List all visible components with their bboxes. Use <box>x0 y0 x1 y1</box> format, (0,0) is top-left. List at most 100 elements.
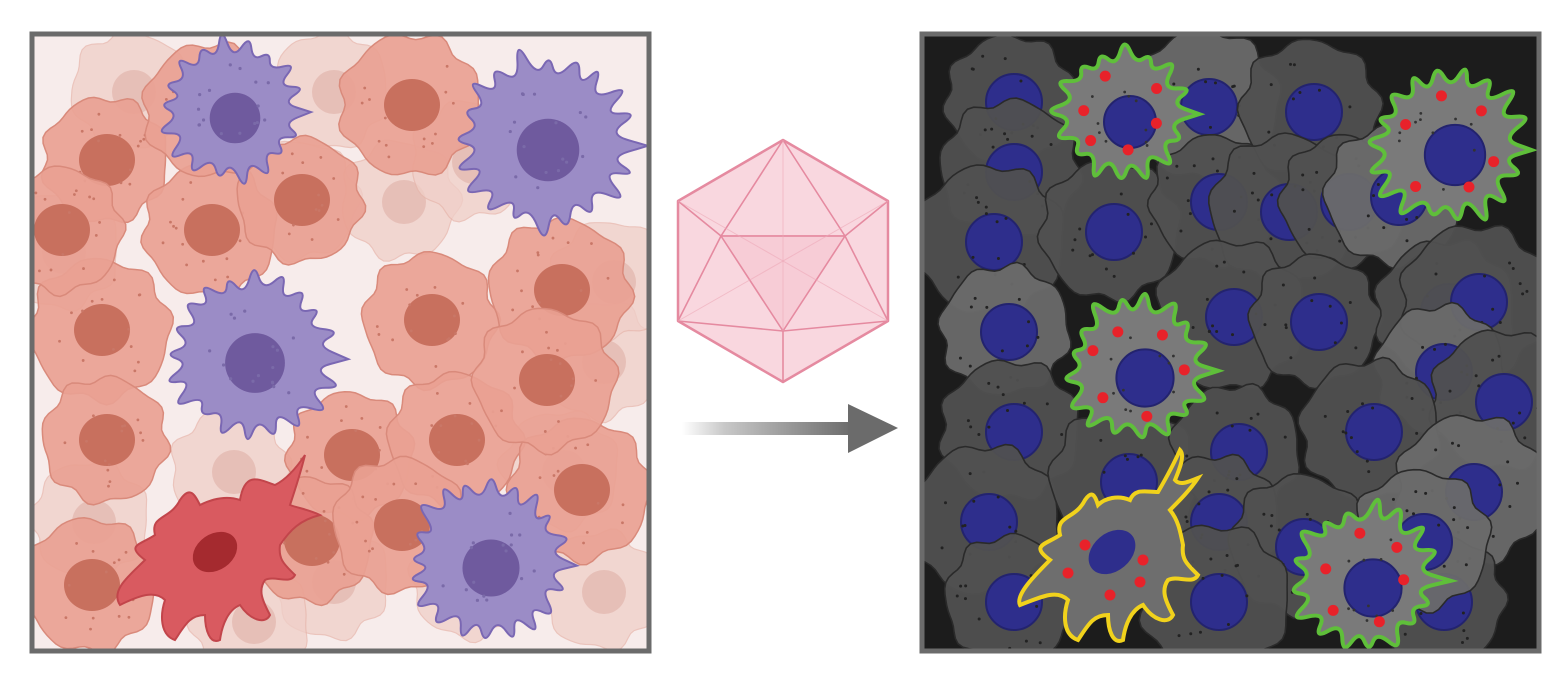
granule <box>136 144 140 148</box>
granule <box>67 211 71 214</box>
granule <box>1466 526 1470 530</box>
granule <box>1431 131 1435 135</box>
viral-particle <box>1099 70 1111 82</box>
granule <box>508 511 512 515</box>
granule <box>1167 361 1171 365</box>
granule <box>520 289 523 293</box>
granule <box>1328 304 1332 308</box>
granule <box>100 298 104 301</box>
granule <box>378 426 382 429</box>
granule <box>531 305 534 309</box>
granule <box>340 419 343 423</box>
granule <box>501 543 505 547</box>
granule <box>545 330 548 334</box>
nucleus <box>384 79 440 131</box>
granule <box>558 362 562 365</box>
granule <box>1112 391 1115 395</box>
granule <box>104 570 108 574</box>
granule <box>117 614 121 618</box>
tissue-cell <box>32 165 127 298</box>
granule <box>1192 164 1196 168</box>
transduced-immune-cell <box>1291 497 1459 650</box>
granule <box>1511 421 1515 425</box>
granule <box>472 580 476 584</box>
granule <box>251 379 255 383</box>
granule <box>364 539 367 543</box>
granule <box>354 429 358 433</box>
viral-particle <box>1122 144 1134 156</box>
nucleus <box>429 414 485 466</box>
granule <box>475 598 480 602</box>
granule <box>90 299 94 303</box>
immune-cell <box>457 48 649 237</box>
granule <box>1367 604 1370 608</box>
nucleus <box>225 333 285 393</box>
viral-particle <box>1354 527 1366 539</box>
granule <box>1483 274 1487 278</box>
granule <box>1172 354 1175 358</box>
granule <box>290 152 294 156</box>
granule <box>174 226 178 230</box>
granule <box>1382 226 1386 230</box>
granule <box>437 450 441 454</box>
granule <box>451 101 455 105</box>
granule <box>124 550 128 554</box>
granule <box>518 533 522 537</box>
granule <box>1091 253 1095 257</box>
granule <box>384 143 388 147</box>
granule <box>371 547 374 551</box>
granule <box>1415 431 1419 435</box>
granule <box>375 325 379 328</box>
granule <box>136 418 140 422</box>
granule <box>238 239 242 243</box>
granule <box>477 438 481 442</box>
granule <box>504 549 508 553</box>
viral-particle <box>1137 554 1149 566</box>
immune-cell <box>168 269 352 441</box>
granule <box>1125 457 1129 461</box>
granule <box>67 583 71 587</box>
granule <box>80 129 84 133</box>
granule <box>1411 512 1415 516</box>
granule <box>1127 94 1131 98</box>
granule <box>1102 470 1106 474</box>
granule <box>81 309 84 313</box>
granule <box>559 394 563 398</box>
granule <box>1349 436 1353 440</box>
granule <box>590 242 593 245</box>
granule <box>963 597 967 601</box>
granule <box>322 509 326 513</box>
viral-particle <box>1178 364 1190 376</box>
granule <box>1472 148 1476 152</box>
granule <box>444 90 448 94</box>
granule <box>1506 460 1510 464</box>
granule <box>961 524 965 528</box>
granule <box>1121 388 1125 392</box>
granule <box>1419 111 1423 115</box>
granule <box>471 541 475 545</box>
granule <box>1006 409 1010 413</box>
granule <box>1213 81 1217 85</box>
granule <box>584 115 588 119</box>
granule <box>1443 342 1447 346</box>
granule <box>221 363 226 367</box>
granule <box>1019 79 1023 83</box>
granule <box>81 359 85 362</box>
granule <box>1434 272 1438 276</box>
granule <box>1236 563 1240 567</box>
granule <box>1518 411 1522 415</box>
nucleus <box>74 304 130 356</box>
granule <box>1250 191 1254 195</box>
tissue-cell <box>41 374 172 506</box>
granule <box>996 256 1000 260</box>
granule <box>433 285 437 289</box>
granule <box>1497 354 1501 358</box>
viral-particle <box>1150 117 1162 129</box>
granule <box>1338 239 1342 243</box>
granule <box>91 549 95 553</box>
granule <box>49 268 53 272</box>
granule <box>1442 188 1445 191</box>
granule <box>554 121 558 125</box>
granule <box>1158 354 1162 358</box>
granule <box>552 474 556 477</box>
